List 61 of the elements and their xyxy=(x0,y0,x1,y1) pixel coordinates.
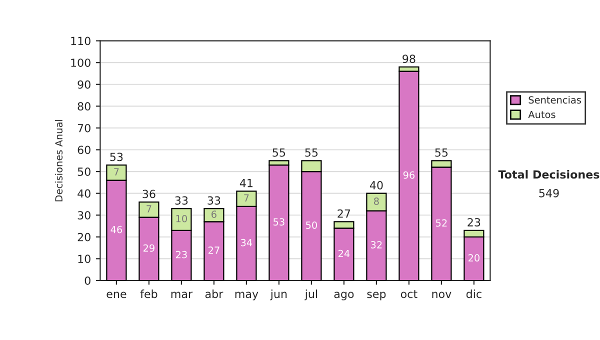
data-label: 32 xyxy=(371,241,382,248)
total-label: 27 xyxy=(338,209,350,218)
data-label: 20 xyxy=(468,254,480,262)
legend-label: Autos xyxy=(528,110,556,118)
x-tick-label: feb xyxy=(140,290,158,298)
x-tick-label: jul xyxy=(304,290,318,300)
total-label: 55 xyxy=(305,148,318,157)
total-label: 40 xyxy=(370,181,383,190)
total-label: 53 xyxy=(110,152,123,162)
data-label: 8 xyxy=(374,198,379,205)
total-label: 55 xyxy=(435,148,448,157)
total-label: 55 xyxy=(272,148,286,157)
data-label: 53 xyxy=(274,218,284,226)
data-label: 27 xyxy=(208,246,220,254)
data-label: 10 xyxy=(176,214,187,222)
data-label: 29 xyxy=(143,244,154,252)
y-tick-label: 20 xyxy=(78,232,90,242)
data-label: 96 xyxy=(403,171,415,179)
y-tick-label: 50 xyxy=(78,168,90,176)
data-label: 34 xyxy=(241,238,252,246)
x-tick-label: ene xyxy=(106,292,126,298)
data-label: 7 xyxy=(244,194,249,202)
y-tick-label: 60 xyxy=(78,146,90,154)
data-label: 24 xyxy=(338,250,350,258)
y-tick-label: 70 xyxy=(78,124,90,132)
data-label: 46 xyxy=(110,226,122,234)
x-tick-label: jun xyxy=(270,290,287,300)
y-tick-label: 0 xyxy=(84,276,90,285)
y-tick-label: 30 xyxy=(78,211,90,220)
total-label: 36 xyxy=(142,190,156,198)
data-label: 52 xyxy=(436,219,447,227)
data-label: 50 xyxy=(306,221,317,229)
data-label: 7 xyxy=(146,205,152,212)
x-tick-label: ago xyxy=(334,292,354,300)
x-tick-label: mar xyxy=(171,292,193,298)
x-tick-label: sep xyxy=(367,292,386,300)
x-tick-label: oct xyxy=(400,290,418,298)
total-label: 41 xyxy=(240,179,252,188)
y-tick-label: 90 xyxy=(78,80,90,89)
y-tick-label: 40 xyxy=(78,189,90,198)
x-tick-label: dic xyxy=(466,290,482,298)
text: Total Decisiones xyxy=(498,170,600,179)
total-label: 33 xyxy=(175,196,188,205)
y-tick-label: 110 xyxy=(71,36,90,46)
x-tick-label: abr xyxy=(205,290,224,298)
y-tick-label: 10 xyxy=(78,254,90,264)
total-label: 33 xyxy=(208,196,220,205)
bar xyxy=(398,70,420,280)
y-tick-label: 100 xyxy=(71,58,90,67)
total-label: 23 xyxy=(468,218,480,226)
y-axis-title: Decisiones Anual xyxy=(55,120,63,202)
text: 549 xyxy=(539,188,559,198)
data-label: 7 xyxy=(114,168,119,176)
data-label: 23 xyxy=(176,250,187,258)
legend-label: Sentencias xyxy=(528,96,582,104)
bar xyxy=(268,164,290,280)
x-tick-label: may xyxy=(235,292,258,300)
x-tick-label: nov xyxy=(432,292,452,298)
y-tick-label: 80 xyxy=(78,102,90,111)
total-label: 98 xyxy=(402,54,416,64)
data-label: 6 xyxy=(212,210,216,218)
